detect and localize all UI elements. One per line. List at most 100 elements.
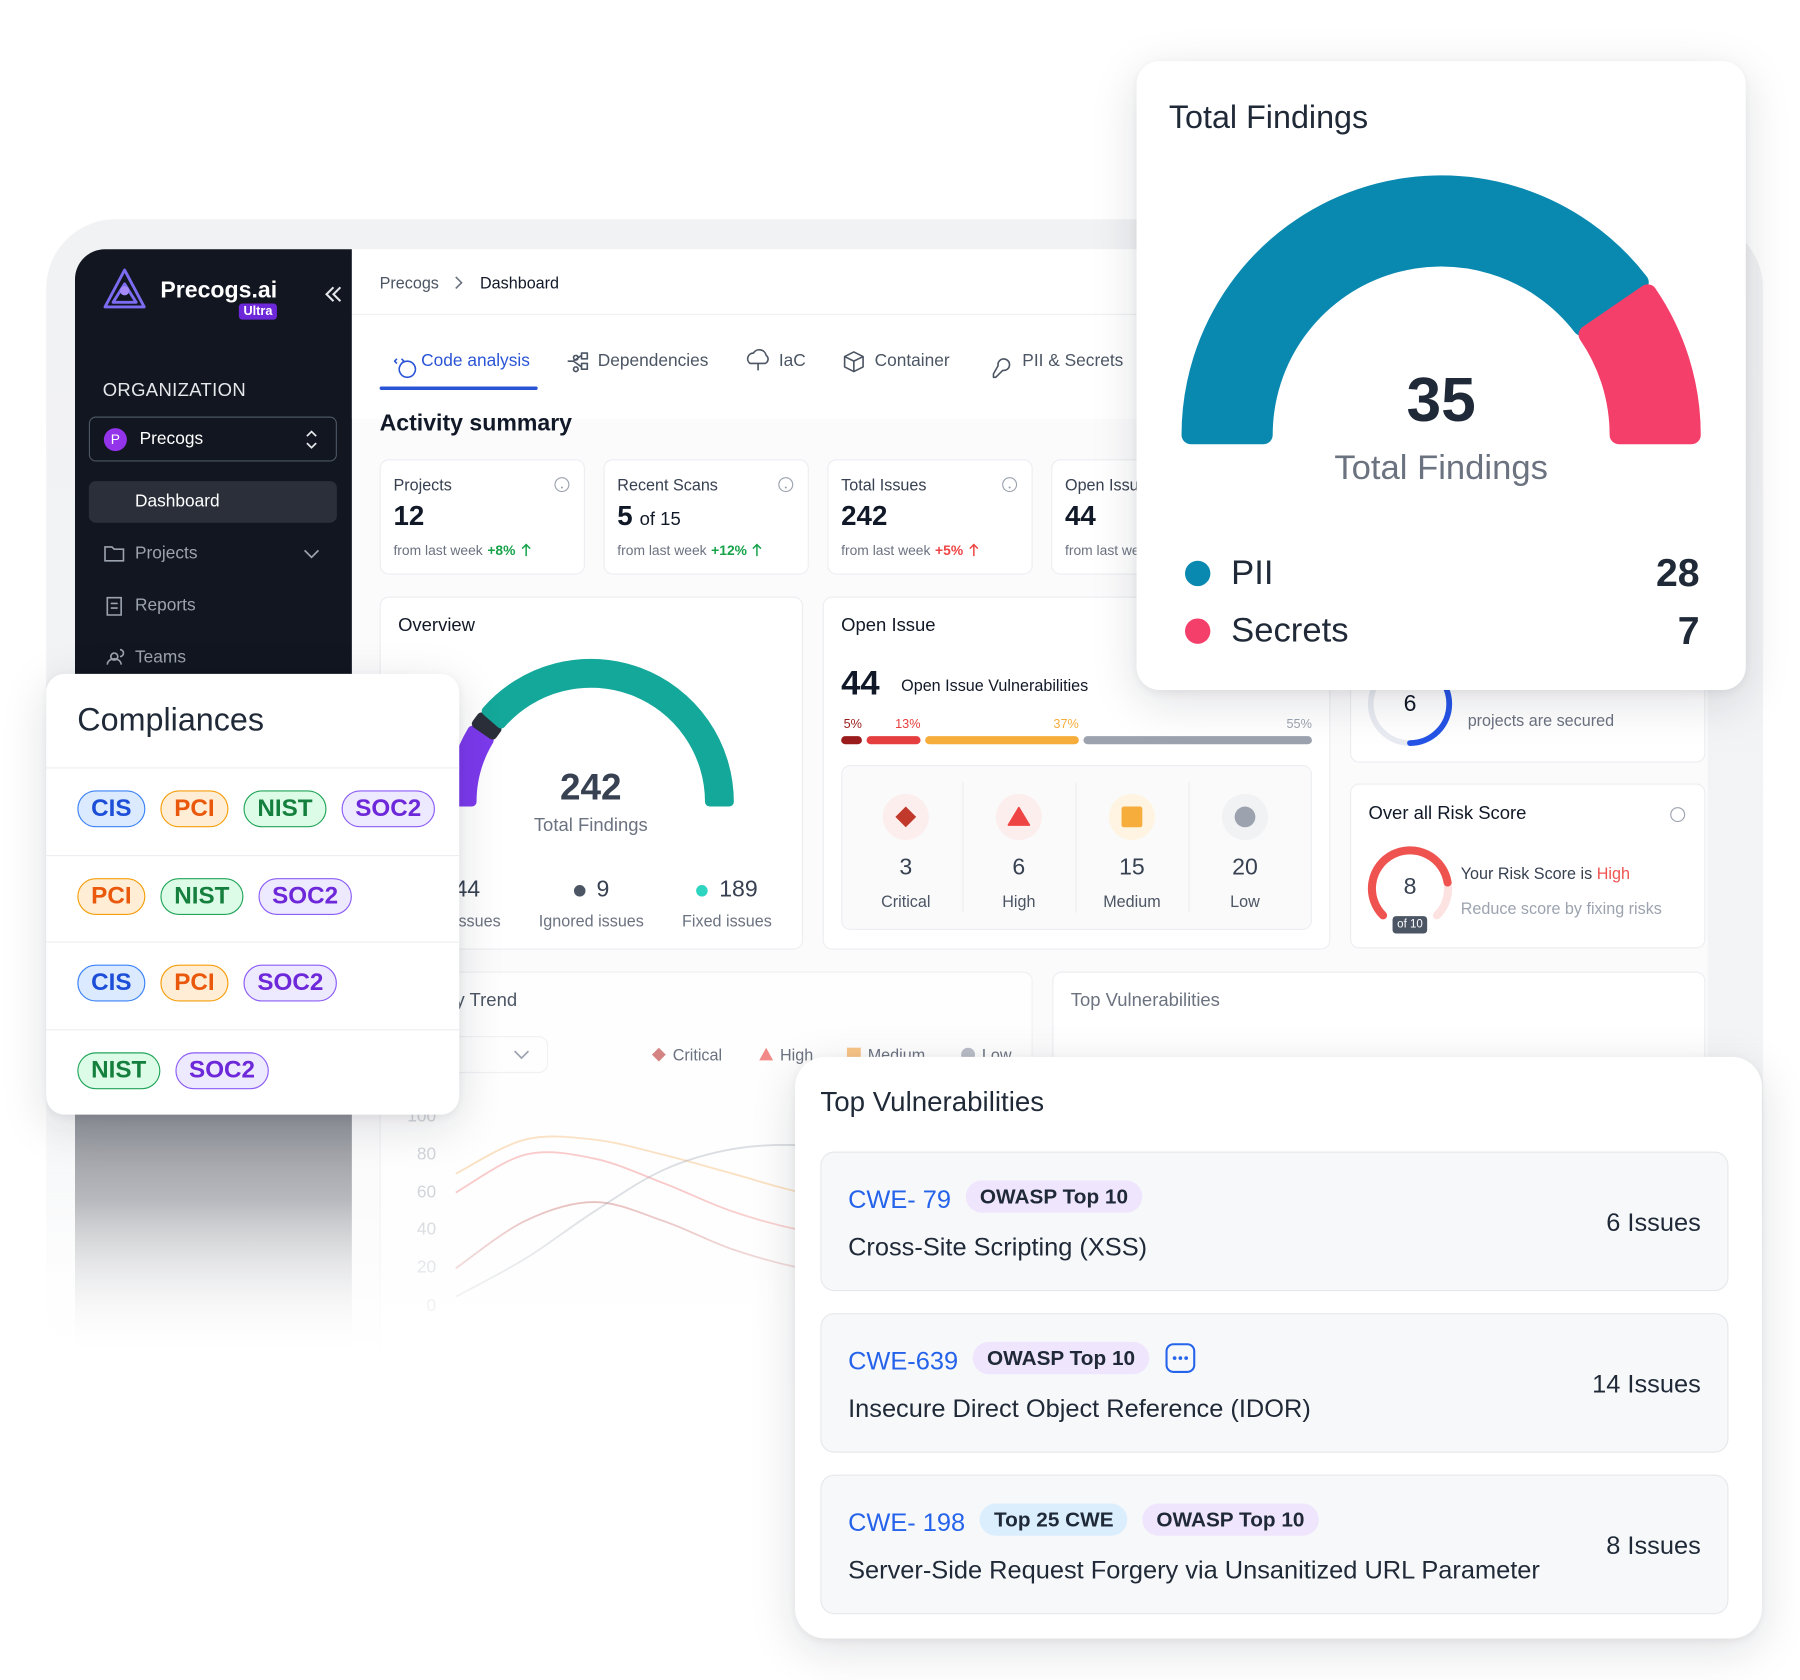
severity-icon — [1121, 806, 1143, 828]
stat-card — [603, 459, 809, 575]
stat-note-row: from last week +5% — [841, 542, 979, 558]
severity-count: 15 — [1119, 854, 1145, 881]
row-separator — [46, 854, 460, 856]
breadcrumb[interactable]: Precogs — [379, 272, 439, 292]
vulnerability-name: Insecure Direct Object Reference (IDOR) — [848, 1393, 1311, 1423]
tab-icon — [567, 352, 589, 373]
stat-row: 9 — [573, 877, 609, 904]
nav-item[interactable]: Dashboard — [134, 491, 220, 512]
legend-dot — [1184, 618, 1211, 644]
vulnerability-head: CWE- 79 OWASP Top 10 — [848, 1179, 1142, 1214]
severity-divider — [1188, 782, 1190, 913]
stat-card — [827, 459, 1033, 575]
severity-label: Low — [1230, 891, 1260, 910]
severity-icon — [1234, 806, 1256, 828]
compliance-badge: NIST — [243, 790, 327, 828]
vulnerability-item[interactable] — [820, 1474, 1729, 1615]
nav-icon — [106, 596, 122, 616]
trend-arrow-path — [521, 543, 531, 557]
plan-badge: Ultra — [238, 303, 277, 321]
more-icon-frame — [1165, 1343, 1195, 1373]
legend-name: Secrets — [1231, 611, 1349, 650]
logo-dot — [119, 286, 130, 296]
tag: OWASP Top 10 — [973, 1341, 1149, 1375]
tag: OWASP Top 10 — [1142, 1503, 1319, 1536]
compliance-badge: SOC2 — [243, 965, 338, 1002]
org-name: Precogs — [139, 429, 204, 449]
vulnerability-item[interactable] — [820, 1151, 1729, 1292]
risk-scale: of 10 — [1392, 916, 1428, 934]
stat-value: 5 — [617, 500, 633, 532]
help-icon — [1670, 807, 1686, 823]
stat-caption: Fixed issues — [682, 911, 772, 930]
vulnerability-issues: 6 Issues — [1606, 1207, 1701, 1237]
help-icon — [554, 477, 570, 493]
stat-note: from last week — [841, 542, 931, 559]
stat-value: 44 — [1064, 500, 1096, 532]
tab-icon — [843, 351, 864, 373]
badge-row: PCI NIST SOC2 — [77, 877, 352, 915]
tab-icon — [393, 358, 417, 379]
distribution-label: 5% — [843, 718, 862, 732]
secured-value: 6 — [1403, 691, 1417, 717]
distribution-bar — [841, 736, 862, 745]
distribution-label: 37% — [1053, 718, 1079, 732]
tab[interactable]: Dependencies — [597, 350, 709, 371]
vulnerability-name: Cross-Site Scripting (XSS) — [848, 1232, 1148, 1261]
help-icon — [1002, 477, 1018, 493]
stat-change: +12% — [711, 542, 747, 559]
severity-label: Medium — [1103, 891, 1161, 910]
card-title: Open Issue — [841, 616, 936, 637]
org-select[interactable] — [88, 416, 337, 462]
overlay-title: Compliances — [77, 701, 265, 738]
org-avatar — [103, 428, 127, 452]
legend-dot — [1184, 560, 1211, 587]
more-icon-dot — [1183, 1356, 1188, 1360]
compliance-badge: PCI — [160, 790, 229, 828]
more-icon[interactable] — [1164, 1342, 1196, 1374]
distribution-label: 55% — [1286, 718, 1312, 732]
severity-label: Critical — [881, 891, 931, 910]
vulnerability-issues: 8 Issues — [1606, 1530, 1701, 1560]
compliance-badge: SOC2 — [258, 877, 352, 915]
risk-text: Your Risk Score is — [1460, 864, 1593, 883]
nav-item[interactable]: Teams — [134, 647, 186, 667]
secured-label: projects are secured — [1467, 710, 1615, 729]
severity-divider — [962, 782, 964, 913]
tab-icon — [746, 349, 769, 371]
vulnerability-head: CWE- 198 Top 25 CWE OWASP Top 10 — [848, 1502, 1319, 1537]
vulnerability-item[interactable] — [820, 1313, 1729, 1453]
badge-row: NIST SOC2 — [77, 1052, 269, 1090]
stat-value: 12 — [393, 500, 425, 532]
stat-note: from last week — [617, 542, 707, 559]
nav-item[interactable]: Projects — [134, 543, 198, 564]
nav-item[interactable]: Reports — [134, 595, 196, 615]
legend-label: High — [779, 1044, 814, 1064]
stat-label: Open Issues — [1064, 474, 1156, 494]
risk-level: High — [1596, 864, 1630, 883]
stat-label: Recent Scans — [617, 474, 718, 494]
tab[interactable]: Code analysis — [421, 350, 530, 371]
help-dot — [784, 486, 787, 489]
severity-divider — [1075, 782, 1077, 913]
tab[interactable]: IaC — [778, 350, 806, 371]
org-initial: P — [110, 431, 121, 448]
collapse-icon — [325, 286, 342, 302]
risk-hint: Reduce score by fixing risks — [1460, 898, 1662, 917]
severity-icon — [895, 806, 917, 828]
help-icon — [778, 477, 794, 493]
stat-note-row: from last week +8% — [393, 542, 531, 558]
tab[interactable]: Container — [874, 350, 950, 371]
legend-marker — [759, 1047, 774, 1061]
distribution-bar — [925, 736, 1079, 745]
overlay-title: Total Findings — [1168, 99, 1369, 136]
distribution-bar — [1083, 736, 1312, 745]
stat-number: 189 — [719, 876, 758, 903]
cwe-id: CWE- 79 — [848, 1184, 952, 1214]
y-tick-label: 60 — [416, 1182, 437, 1202]
gauge-segment — [1578, 284, 1701, 445]
compliance-badge: PCI — [77, 877, 146, 915]
tab[interactable]: PII & Secrets — [1022, 350, 1124, 371]
